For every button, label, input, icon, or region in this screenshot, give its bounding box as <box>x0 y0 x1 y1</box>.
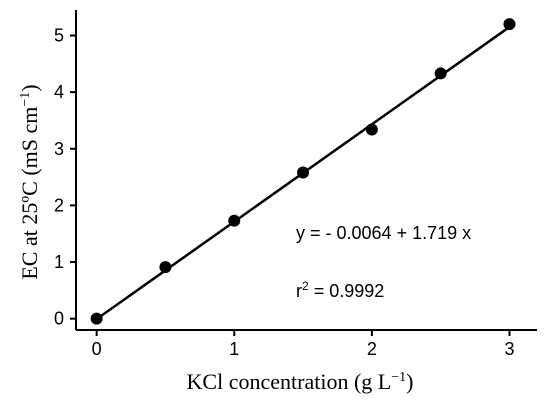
data-point <box>297 166 310 179</box>
x-axis-title: KCl concentration (g L−1) <box>187 369 414 394</box>
data-point <box>434 67 447 80</box>
y-tick-label: 3 <box>54 139 64 159</box>
axes: 0 1 2 3 0 1 2 3 4 5 <box>54 10 537 359</box>
x-tick-label: 3 <box>504 339 514 359</box>
y-tick-label: 4 <box>54 82 64 102</box>
x-tick-label: 1 <box>229 339 239 359</box>
data-point <box>365 123 378 136</box>
y-tick-label: 0 <box>54 309 64 329</box>
data-point <box>228 214 241 227</box>
r-squared-annotation: r2 = 0.9992 <box>296 279 384 301</box>
data-point <box>90 312 103 325</box>
y-tick-label: 2 <box>54 195 64 215</box>
x-tick-label: 0 <box>92 339 102 359</box>
data-point <box>159 261 172 274</box>
equation-annotation: y = - 0.0064 + 1.719 x <box>296 223 471 243</box>
data-point <box>503 18 516 31</box>
y-axis-title: EC at 25ºC (mS cm−1) <box>17 84 42 279</box>
x-tick-label: 2 <box>367 339 377 359</box>
data-points <box>90 18 516 325</box>
y-tick-label: 5 <box>54 25 64 45</box>
y-tick-label: 1 <box>54 252 64 272</box>
